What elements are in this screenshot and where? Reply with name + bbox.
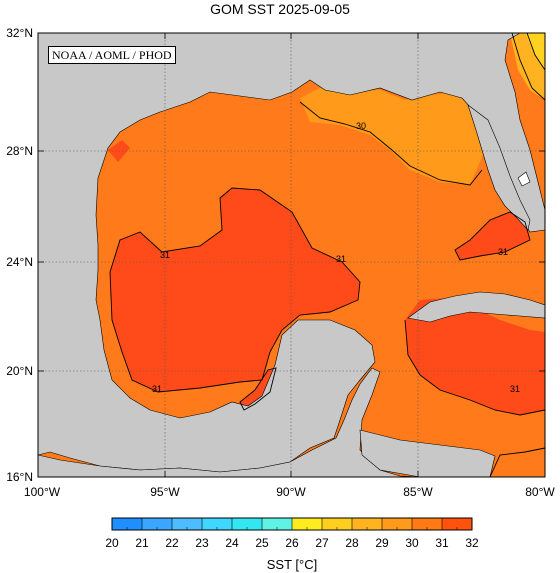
lon-label: 85°W bbox=[403, 485, 433, 499]
colorbar-segment bbox=[232, 518, 262, 530]
lat-label: 24°N bbox=[6, 255, 33, 269]
colorbar-segment bbox=[292, 518, 322, 530]
lat-label: 20°N bbox=[6, 364, 33, 378]
lon-label: 95°W bbox=[150, 485, 180, 499]
colorbar-tick-label: 30 bbox=[405, 536, 419, 550]
land-central-america bbox=[37, 367, 421, 478]
contour-31-florida bbox=[454, 211, 531, 261]
contour-label-30: 30 bbox=[356, 121, 366, 131]
contour-31-campeche bbox=[239, 367, 277, 411]
colorbar-tick-label: 26 bbox=[285, 536, 299, 550]
colorbar-tick-label: 28 bbox=[345, 536, 359, 550]
colorbar-label: SST [°C] bbox=[266, 557, 318, 572]
contour-atlantic-1 bbox=[511, 32, 546, 101]
colorbar-segment bbox=[142, 518, 172, 530]
colorbar-segment bbox=[442, 518, 472, 530]
lon-label: 90°W bbox=[276, 485, 306, 499]
sst-31-florida bbox=[455, 212, 530, 260]
contour-label-31-e: 31 bbox=[510, 384, 520, 394]
colorbar-tick-label: 24 bbox=[225, 536, 239, 550]
colorbar-tick-label: 32 bbox=[465, 536, 479, 550]
sst-31-campeche bbox=[240, 368, 276, 410]
longitude-labels: 100°W 95°W 90°W 85°W 80°W bbox=[24, 485, 555, 499]
colorbar-tick-label: 31 bbox=[435, 536, 449, 550]
credit-label: NOAA / AOML / PHOD bbox=[48, 46, 176, 64]
contour-31-caribbean bbox=[404, 319, 546, 416]
colorbar-segment bbox=[322, 518, 352, 530]
contour-atlantic-2 bbox=[526, 32, 546, 71]
colorbar-tick-label: 27 bbox=[315, 536, 329, 550]
colorbar bbox=[111, 517, 473, 531]
latitude-labels: 32°N 28°N 24°N 20°N 16°N bbox=[6, 26, 33, 484]
colorbar-tick-label: 21 bbox=[135, 536, 149, 550]
lat-label: 32°N bbox=[6, 26, 33, 40]
colorbar-segment bbox=[412, 518, 442, 530]
land-florida bbox=[467, 104, 531, 231]
colorbar-tick-label: 25 bbox=[255, 536, 269, 550]
tick-marks bbox=[38, 33, 545, 477]
colorbar-tick-label: 29 bbox=[375, 536, 389, 550]
colorbar-tick-label: 20 bbox=[105, 536, 119, 550]
colorbar-segment bbox=[112, 518, 142, 530]
colorbar-segment bbox=[382, 518, 412, 530]
colorbar-segment bbox=[352, 518, 382, 530]
land-honduras bbox=[359, 429, 496, 478]
colorbar-tick-label: 23 bbox=[195, 536, 209, 550]
sst-29-region bbox=[300, 88, 485, 185]
colorbar-tick-labels: 20 21 22 23 24 25 26 27 28 29 30 31 32 bbox=[105, 536, 479, 550]
colorbar-segment bbox=[172, 518, 202, 530]
sst-31-caribbean bbox=[405, 298, 545, 415]
colorbar-segment bbox=[202, 518, 232, 530]
contour-label-31-d: 31 bbox=[498, 247, 508, 257]
contour-label-31-c: 31 bbox=[152, 384, 162, 394]
contour-label-31-b: 31 bbox=[336, 254, 346, 264]
lake-okeechobee bbox=[517, 171, 531, 187]
lat-label: 16°N bbox=[6, 470, 33, 484]
colorbar-tick-label: 22 bbox=[165, 536, 179, 550]
map-title: GOM SST 2025-09-05 bbox=[210, 1, 350, 17]
lon-label: 80°W bbox=[525, 485, 555, 499]
sst-31-west bbox=[110, 188, 360, 392]
colorbar-segment bbox=[262, 518, 292, 530]
map-frame bbox=[37, 32, 546, 478]
lat-label: 28°N bbox=[6, 144, 33, 158]
contour-30-south bbox=[489, 447, 546, 478]
gridlines bbox=[38, 33, 545, 477]
contour-30 bbox=[299, 101, 483, 186]
lon-label: 100°W bbox=[24, 485, 61, 499]
